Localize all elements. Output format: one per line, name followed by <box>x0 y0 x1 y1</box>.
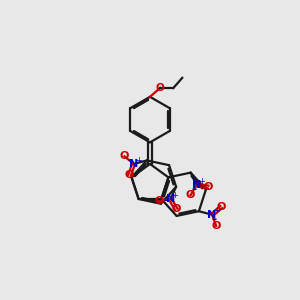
Text: O: O <box>217 202 226 212</box>
Text: O: O <box>212 221 221 231</box>
Text: N: N <box>208 210 217 220</box>
Text: O: O <box>120 152 129 161</box>
Text: -: - <box>211 213 216 226</box>
Text: -: - <box>191 183 196 196</box>
Text: +: + <box>172 191 178 200</box>
Text: N: N <box>129 159 138 169</box>
Text: -: - <box>127 154 132 167</box>
Text: O: O <box>125 170 134 180</box>
Text: O: O <box>203 182 213 192</box>
Text: O: O <box>156 83 164 93</box>
Text: +: + <box>135 156 142 165</box>
Text: N: N <box>166 194 175 204</box>
Text: +: + <box>198 177 205 186</box>
Text: -: - <box>163 194 168 207</box>
Text: O: O <box>172 205 181 214</box>
Text: +: + <box>213 206 220 215</box>
Text: N: N <box>192 180 201 190</box>
Text: O: O <box>186 190 195 200</box>
Text: O: O <box>154 196 164 206</box>
